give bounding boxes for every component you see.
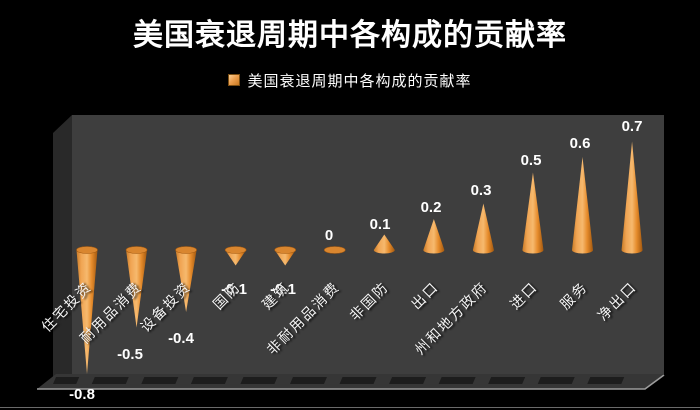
floor-dash <box>91 377 129 384</box>
floor-dash <box>141 377 179 384</box>
cone-bar <box>76 246 98 374</box>
floor-dash <box>587 377 625 384</box>
value-label: -0.4 <box>168 330 195 347</box>
floor-dash <box>339 377 377 384</box>
value-label: -0.5 <box>117 346 143 363</box>
cone-bar <box>126 246 148 328</box>
wall-back <box>72 115 664 374</box>
floor-dash <box>537 377 575 384</box>
value-label: 0.3 <box>471 182 492 199</box>
floor-dash <box>53 377 80 384</box>
value-label: 0 <box>325 227 333 244</box>
cone-bar <box>572 157 593 254</box>
cone-bar <box>373 234 395 254</box>
wall-left <box>53 115 72 377</box>
floor-front-edge <box>37 374 665 390</box>
value-label: 0.7 <box>622 118 643 135</box>
floor-dash <box>488 377 526 384</box>
legend-swatch-icon <box>228 74 241 86</box>
cone-base-ellipse <box>175 246 197 254</box>
floor-dash <box>240 377 278 384</box>
cone-base-ellipse <box>76 246 98 254</box>
value-label: -0.8 <box>69 386 95 403</box>
cone-bar <box>621 141 643 254</box>
legend-label: 美国衰退周期中各构成的贡献率 <box>247 73 472 90</box>
value-label: -0.1 <box>270 281 296 298</box>
floor-dash <box>389 377 427 384</box>
chart-legend: 美国衰退周期中各构成的贡献率 <box>0 70 700 90</box>
cone-bar <box>522 172 544 254</box>
cone-base-ellipse <box>224 246 247 254</box>
value-label: -0.1 <box>221 281 247 298</box>
cone-bar <box>423 219 445 254</box>
cone-bar <box>175 246 197 312</box>
floor-dash <box>438 377 476 384</box>
floor-dash <box>190 377 228 384</box>
chart-title: 美国衰退周期中各构成的贡献率 <box>133 19 567 52</box>
floor-dash <box>289 377 327 384</box>
cone-bar-zero <box>323 246 346 254</box>
cone-base-ellipse <box>274 246 297 254</box>
value-label: 0.6 <box>570 135 591 152</box>
chart-bottom-border <box>0 407 700 408</box>
cone-base-ellipse <box>125 246 148 254</box>
value-label: 0.5 <box>521 152 542 169</box>
value-label: 0.2 <box>421 199 442 216</box>
cone-bar <box>472 203 494 254</box>
value-label: 0.1 <box>370 216 391 233</box>
